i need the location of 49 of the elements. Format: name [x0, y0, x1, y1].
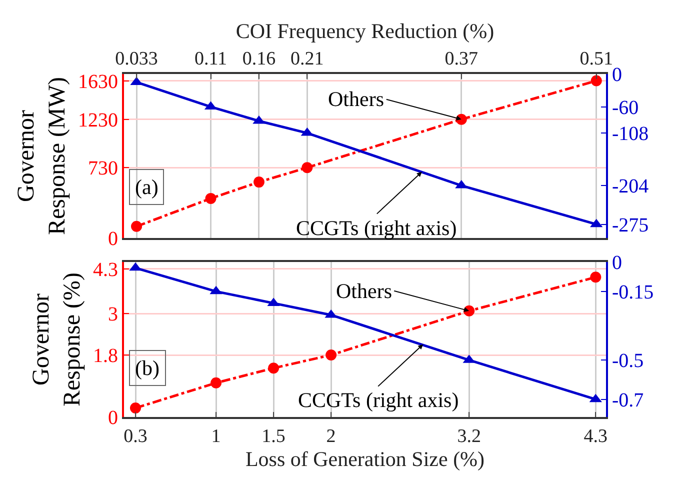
- y-tick-label: 0: [108, 228, 118, 250]
- point: [130, 402, 141, 414]
- y-axis-title: Governor Response (MW): [13, 77, 71, 235]
- y-tick-label: 3: [108, 304, 118, 326]
- annotation: CCGTs (right axis): [296, 216, 457, 240]
- y-tick-label: 4.3: [93, 258, 118, 281]
- point: [210, 377, 222, 388]
- x-axis-title: COI Frequency Reduction (%): [236, 19, 494, 44]
- x-tick-label: 2: [326, 426, 336, 447]
- y2-tick-label: 0: [612, 64, 622, 86]
- y-tick-label: 1230: [78, 109, 118, 132]
- point: [131, 220, 142, 232]
- x-tick-label: 1.5: [262, 426, 286, 447]
- y-axis-title: Governor Response (%): [28, 272, 86, 406]
- point: [253, 176, 264, 188]
- point: [268, 362, 280, 374]
- y2-tick-label: 0: [612, 252, 622, 274]
- point: [302, 162, 313, 174]
- x-tick-label: 0.21: [290, 48, 324, 70]
- x-tick-label: 0.11: [194, 48, 228, 70]
- x-tick-label: 1: [211, 426, 221, 447]
- point: [326, 350, 337, 360]
- x-tick-label: 4.3: [584, 426, 608, 447]
- x-tick-label: 0.033: [115, 48, 158, 70]
- annotation: Others: [336, 279, 392, 303]
- annotation: (a): [135, 175, 158, 199]
- y-tick-label: 1630: [78, 70, 118, 93]
- x-tick-label: 0.51: [580, 48, 613, 70]
- x-axis-title: Loss of Generation Size (%): [245, 446, 485, 471]
- x-tick-label: 0.16: [242, 48, 276, 70]
- y2-tick-label: -60: [612, 96, 639, 119]
- y2-tick-label: -0.15: [612, 281, 654, 304]
- annotation: CCGTs (right axis): [298, 388, 459, 412]
- y-tick-label: 1.8: [93, 345, 118, 367]
- y2-tick-label: -0.7: [612, 389, 644, 412]
- y2-tick-label: -108: [612, 123, 649, 146]
- point: [205, 192, 216, 204]
- x-tick-label: 0.37: [444, 48, 478, 70]
- point: [590, 75, 602, 86]
- y-tick-label: 730: [88, 158, 118, 180]
- y2-tick-label: -0.5: [612, 350, 644, 372]
- annotation: (b): [135, 356, 160, 380]
- y2-tick-label: -275: [612, 214, 649, 236]
- x-tick-label: 0.3: [124, 426, 148, 447]
- point: [590, 272, 602, 283]
- annotation: Others: [328, 87, 384, 111]
- x-tick-label: 3.2: [457, 426, 481, 447]
- y-tick-label: 0: [108, 407, 118, 429]
- y2-tick-label: -204: [612, 176, 649, 198]
